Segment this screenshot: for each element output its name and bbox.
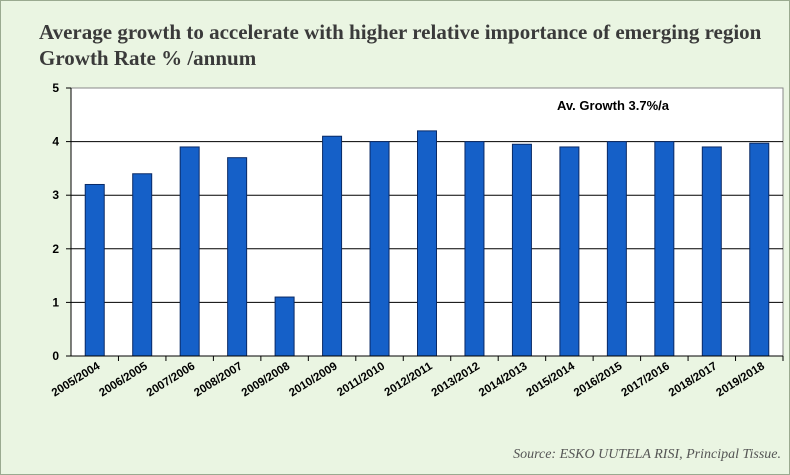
bar-2012-2011 (417, 130, 437, 357)
x-tick-label: 2005/2004 (50, 360, 103, 399)
bar-2013-2012 (464, 141, 485, 357)
y-tick-label: 2 (52, 242, 59, 256)
bar-2006-2005 (132, 173, 153, 357)
bars (84, 130, 770, 357)
bar-2014-2013 (511, 143, 532, 357)
y-tick-label: 3 (52, 188, 59, 202)
bar-2015-2014 (559, 146, 580, 357)
source-note: Source: ESKO UUTELA RISI, Principal Tiss… (513, 447, 781, 462)
y-tick-label: 5 (52, 81, 59, 95)
bar-2010-2009 (322, 135, 343, 357)
bar-2018-2017 (701, 146, 722, 357)
bar-2009-2008 (274, 296, 295, 357)
y-axis-ticks: 0 1 2 3 4 5 (52, 81, 71, 363)
x-tick-label: 2014/2013 (477, 360, 529, 399)
x-tick-label: 2019/2018 (714, 360, 767, 399)
x-tick-label: 2010/2009 (287, 360, 339, 399)
x-tick-label: 2006/2005 (97, 360, 150, 399)
y-tick-label: 4 (52, 135, 59, 149)
x-tick-label: 2008/2007 (192, 360, 244, 399)
y-tick-label: 0 (52, 349, 59, 363)
x-tick-label: 2013/2012 (430, 360, 482, 399)
y-tick-label: 1 (52, 295, 59, 309)
x-tick-label: 2012/2011 (383, 360, 435, 399)
bar-2008-2007 (227, 157, 248, 357)
bar-2007-2006 (179, 146, 200, 357)
bar-2016-2015 (606, 141, 627, 357)
bar-2019-2018 (749, 142, 770, 357)
x-tick-label: 2016/2015 (572, 360, 625, 399)
bar-2011-2010 (369, 141, 390, 357)
x-axis-labels: 2005/20042006/20052007/20062008/20072009… (50, 356, 784, 399)
average-growth-annotation: Av. Growth 3.7%/a (557, 98, 670, 113)
bar-2017-2016 (654, 141, 675, 357)
chart-title: Average growth to accelerate with higher… (39, 20, 762, 70)
bar-2005-2004 (84, 183, 105, 357)
x-tick-label: 2017/2016 (619, 360, 671, 399)
x-tick-label: 2011/2010 (335, 360, 387, 399)
x-tick-label: 2007/2006 (145, 360, 197, 399)
x-tick-label: 2015/2014 (525, 360, 578, 399)
x-tick-label: 2018/2017 (667, 360, 719, 399)
x-tick-label: 2009/2008 (240, 360, 293, 399)
